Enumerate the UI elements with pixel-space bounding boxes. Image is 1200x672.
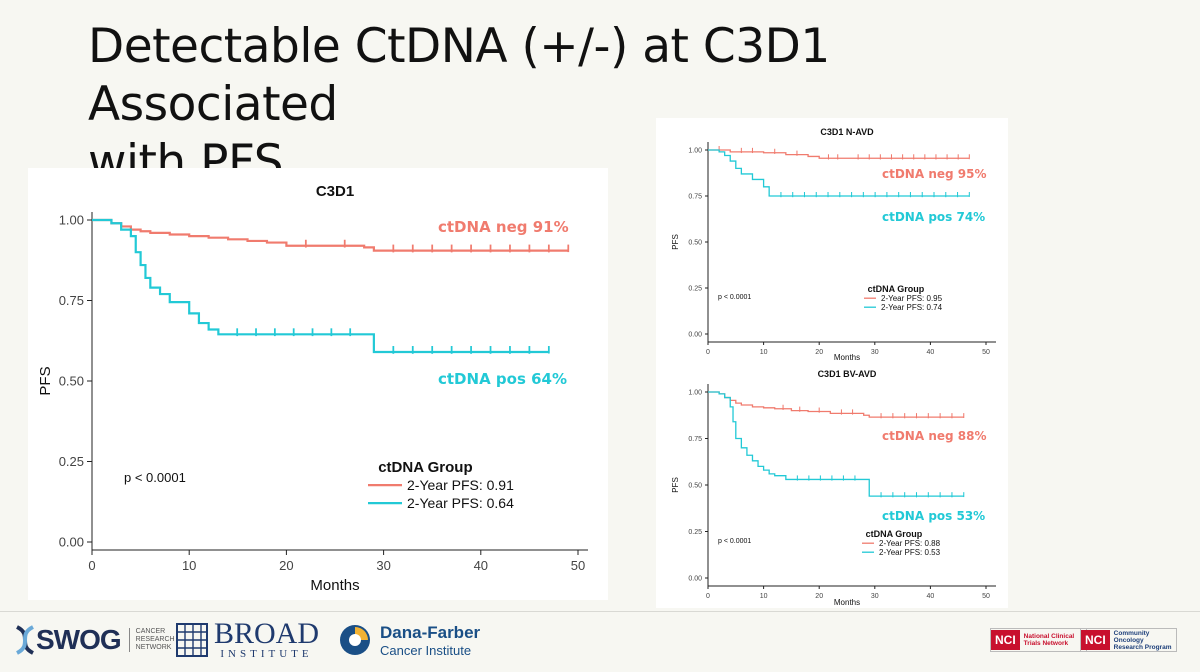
x-tick-label: 0: [706, 593, 710, 600]
nci-ctn-text: National Clinical Trials Network: [1023, 633, 1075, 647]
y-tick-label: 0.50: [688, 239, 702, 246]
x-tick-label: 20: [815, 349, 823, 356]
x-tick-label: 40: [927, 349, 935, 356]
y-axis-label: PFS: [671, 477, 680, 493]
ctdna-neg-curve: [92, 218, 569, 252]
legend-neg-label: 2-Year PFS: 0.88: [879, 539, 941, 548]
y-tick-label: 0.75: [688, 436, 702, 443]
broad-subtitle: INSTITUTE: [220, 648, 313, 660]
chart-title: C3D1 N-AVD: [820, 127, 874, 137]
legend-neg-label: 2-Year PFS: 0.95: [881, 294, 943, 303]
x-tick-label: 10: [760, 349, 768, 356]
navd-km-panel: 0.00 0.25 0.50 0.75 1.00 0 10 20 30 40 50 C3D1 N-AV…: [656, 118, 1008, 364]
p-value-label: p < 0.0001: [718, 538, 751, 545]
x-axis-label: Months: [310, 577, 359, 594]
x-axis-label: Months: [834, 353, 860, 362]
x-tick-label: 30: [871, 349, 879, 356]
km-chart-c3d1: 0.00 0.25 0.50 0.75 1.00 0 10 20 30 40 50 C3D1 Month…: [37, 183, 588, 594]
nci-ctn-logo: NCI National Clinical Trials Network: [986, 618, 1087, 662]
x-tick-label: 10: [760, 593, 768, 600]
y-tick-label: 1.00: [688, 147, 702, 154]
x-tick-label: 30: [376, 558, 390, 573]
legend-pos-label: 2-Year PFS: 0.64: [407, 495, 514, 511]
legend-pos-label: 2-Year PFS: 0.74: [881, 303, 943, 312]
legend-title: ctDNA Group: [868, 284, 925, 294]
x-axis-label: Months: [834, 598, 860, 607]
x-tick-label: 40: [474, 558, 488, 573]
ctdna-neg-curve: [708, 391, 964, 418]
nci-ctn-badge: NCI National Clinical Trials Network: [990, 628, 1087, 652]
slide-title: Detectable CtDNA (+/-) at C3D1 Associate…: [88, 18, 1088, 192]
ctdna-neg-annotation: ctDNA neg 88%: [882, 429, 987, 443]
slide-title-line-1: Detectable CtDNA (+/-) at C3D1 Associate…: [88, 19, 830, 132]
y-tick-label: 0.25: [688, 285, 702, 292]
x-tick-label: 50: [571, 558, 585, 573]
bvavd-km-panel: 0.00 0.25 0.50 0.75 1.00 0 10 20 30 40 50 C3D1 BV-A…: [656, 362, 1008, 608]
x-tick-label: 0: [706, 349, 710, 356]
legend-neg-label: 2-Year PFS: 0.91: [407, 477, 514, 493]
swog-name: SWOG: [36, 624, 122, 655]
ctdna-pos-annotation: ctDNA pos 53%: [882, 509, 985, 523]
y-tick-label: 0.50: [688, 482, 702, 489]
x-tick-label: 50: [982, 593, 990, 600]
ctdna-neg-curve: [708, 149, 970, 159]
x-tick-label: 20: [815, 593, 823, 600]
nci-corp-text: Community Oncology Research Program: [1113, 629, 1172, 651]
ctdna-neg-annotation: ctDNA neg 91%: [438, 218, 569, 236]
y-axis-label: PFS: [671, 234, 680, 250]
x-tick-label: 50: [982, 349, 990, 356]
nci-corp-logo: NCI Community Oncology Research Program: [1076, 618, 1177, 662]
ctdna-pos-curve: [708, 391, 964, 497]
y-tick-label: 0.50: [59, 374, 84, 389]
chart-title: C3D1 BV-AVD: [818, 369, 877, 379]
broad-logo: BROAD INSTITUTE: [176, 618, 319, 662]
x-tick-label: 10: [182, 558, 196, 573]
y-axis-label: PFS: [37, 366, 54, 395]
nci-corp-badge: NCI Community Oncology Research Program: [1080, 628, 1177, 652]
x-tick-label: 40: [927, 593, 935, 600]
nci-ctn-tag: NCI: [991, 630, 1020, 650]
swog-subtitle: CANCER RESEARCH NETWORK: [128, 628, 184, 652]
y-tick-label: 1.00: [59, 213, 84, 228]
y-tick-label: 0.00: [59, 535, 84, 550]
x-tick-label: 30: [871, 593, 879, 600]
footer-divider: [0, 611, 1200, 612]
broad-grid-icon: [176, 623, 208, 657]
x-tick-label: 0: [88, 558, 95, 573]
ctdna-pos-curve: [708, 149, 970, 197]
y-tick-label: 0.75: [59, 293, 84, 308]
dana-farber-name: Dana-Farber: [380, 622, 481, 642]
ctdna-pos-annotation: ctDNA pos 74%: [882, 210, 985, 224]
x-tick-label: 20: [279, 558, 293, 573]
ctdna-pos-annotation: ctDNA pos 64%: [438, 370, 567, 388]
y-tick-label: 0.25: [688, 529, 702, 536]
legend-title: ctDNA Group: [866, 529, 923, 539]
p-value-label: p < 0.0001: [718, 294, 751, 301]
ctdna-pos-curve: [92, 218, 549, 354]
km-chart-c3d1-navd: 0.00 0.25 0.50 0.75 1.00 0 10 20 30 40 50 C3D1 N-AV…: [671, 127, 996, 362]
dana-farber-subtitle: Cancer Institute: [380, 642, 472, 658]
ctdna-neg-annotation: ctDNA neg 95%: [882, 167, 987, 181]
legend-title: ctDNA Group: [378, 459, 472, 476]
km-chart-c3d1-bvavd: 0.00 0.25 0.50 0.75 1.00 0 10 20 30 40 50 C3D1 BV-A…: [671, 369, 996, 607]
dana-farber-logo: Dana-Farber Cancer Institute: [338, 618, 480, 662]
y-tick-label: 0.75: [688, 193, 702, 200]
chart-title: C3D1: [316, 183, 354, 200]
y-tick-label: 0.00: [688, 575, 702, 582]
y-tick-label: 1.00: [688, 389, 702, 396]
y-tick-label: 0.25: [59, 454, 84, 469]
dana-farber-emblem-icon: [340, 625, 370, 655]
broad-name: BROAD: [214, 617, 320, 650]
legend-pos-label: 2-Year PFS: 0.53: [879, 548, 941, 557]
swog-logo: SWOG CANCER RESEARCH NETWORK: [14, 618, 184, 662]
y-tick-label: 0.00: [688, 331, 702, 338]
main-km-panel: 0.00 0.25 0.50 0.75 1.00 0 10 20 30 40 50 C3D1 Month…: [28, 168, 608, 600]
swog-helix-icon: [15, 625, 35, 655]
nci-corp-tag: NCI: [1081, 630, 1110, 650]
p-value-label: p < 0.0001: [124, 470, 186, 485]
